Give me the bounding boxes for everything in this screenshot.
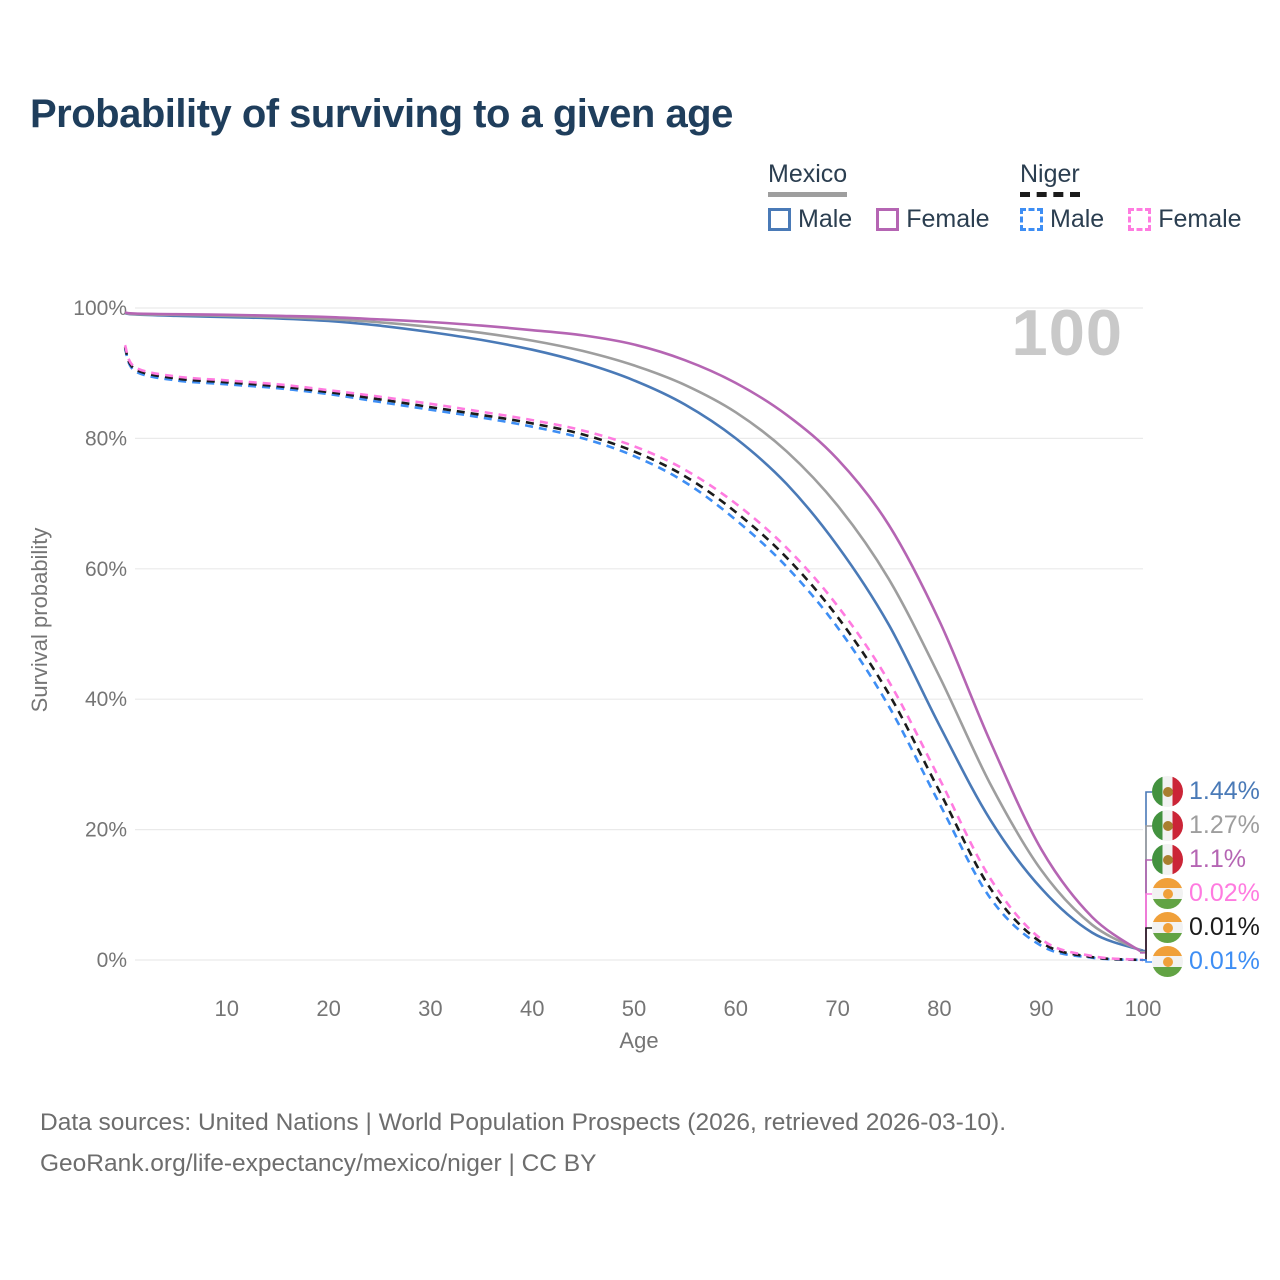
series-line-niger-male	[123, 347, 1144, 962]
footer: Data sources: United Nations | World Pop…	[40, 1102, 1006, 1184]
x-tick-label: 70	[825, 996, 849, 1021]
y-tick-label: 0%	[97, 949, 127, 972]
legend-group-niger: Niger Male Female	[1020, 160, 1242, 234]
y-tick-label: 40%	[85, 688, 127, 711]
series-line-mexico-male	[124, 311, 1144, 952]
series-line-niger-female	[123, 344, 1144, 962]
series-line-niger-total	[123, 346, 1144, 962]
series-line-mexico-female	[124, 311, 1144, 954]
legend-swatch-niger-male-icon	[1020, 208, 1043, 231]
y-tick-label: 60%	[85, 558, 127, 581]
series-line-mexico-total	[124, 311, 1144, 953]
legend-item-mexico-female[interactable]: Female	[876, 205, 990, 234]
legend-group-mexico: Mexico Male Female	[768, 160, 990, 234]
legend-title-mexico: Mexico	[768, 160, 848, 197]
leader-line	[1140, 959, 1152, 963]
y-tick-label: 20%	[85, 819, 127, 842]
footer-attribution: GeoRank.org/life-expectancy/mexico/niger…	[40, 1150, 597, 1177]
legend-item-niger-male[interactable]: Male	[1020, 205, 1104, 234]
x-tick-label: 40	[520, 996, 544, 1021]
legend-item-niger-female[interactable]: Female	[1128, 205, 1242, 234]
legend-label-mexico-female: Female	[906, 205, 990, 233]
x-tick-label: 30	[418, 996, 442, 1021]
y-axis-title: Survival probability	[27, 528, 52, 713]
legend-label-niger-male: Male	[1050, 205, 1105, 233]
y-tick-label: 80%	[85, 427, 127, 450]
legend-title-niger: Niger	[1020, 160, 1080, 197]
page-title: Probability of surviving to a given age	[30, 92, 733, 136]
legend-swatch-mexico-male-icon	[768, 208, 791, 231]
legend-item-mexico-male[interactable]: Male	[768, 205, 852, 234]
x-axis-title: Age	[619, 1028, 658, 1053]
legend-swatch-mexico-female-icon	[876, 208, 900, 231]
legend-label-niger-female: Female	[1158, 205, 1242, 233]
x-tick-label: 90	[1029, 996, 1053, 1021]
x-tick-label: 10	[215, 996, 239, 1021]
x-tick-label: 80	[927, 996, 951, 1021]
legend-swatch-niger-female-icon	[1128, 208, 1152, 231]
footer-data-sources: Data sources: United Nations | World Pop…	[40, 1109, 1007, 1136]
leader-line	[1140, 927, 1152, 961]
x-tick-label: 100	[1125, 996, 1162, 1021]
legend-label-mexico-male: Male	[798, 205, 853, 233]
x-tick-label: 60	[724, 996, 748, 1021]
legend: Mexico Male Female Niger Male	[0, 160, 1280, 250]
y-tick-label: 100%	[73, 297, 127, 320]
x-tick-label: 50	[622, 996, 646, 1021]
x-tick-label: 20	[316, 996, 340, 1021]
